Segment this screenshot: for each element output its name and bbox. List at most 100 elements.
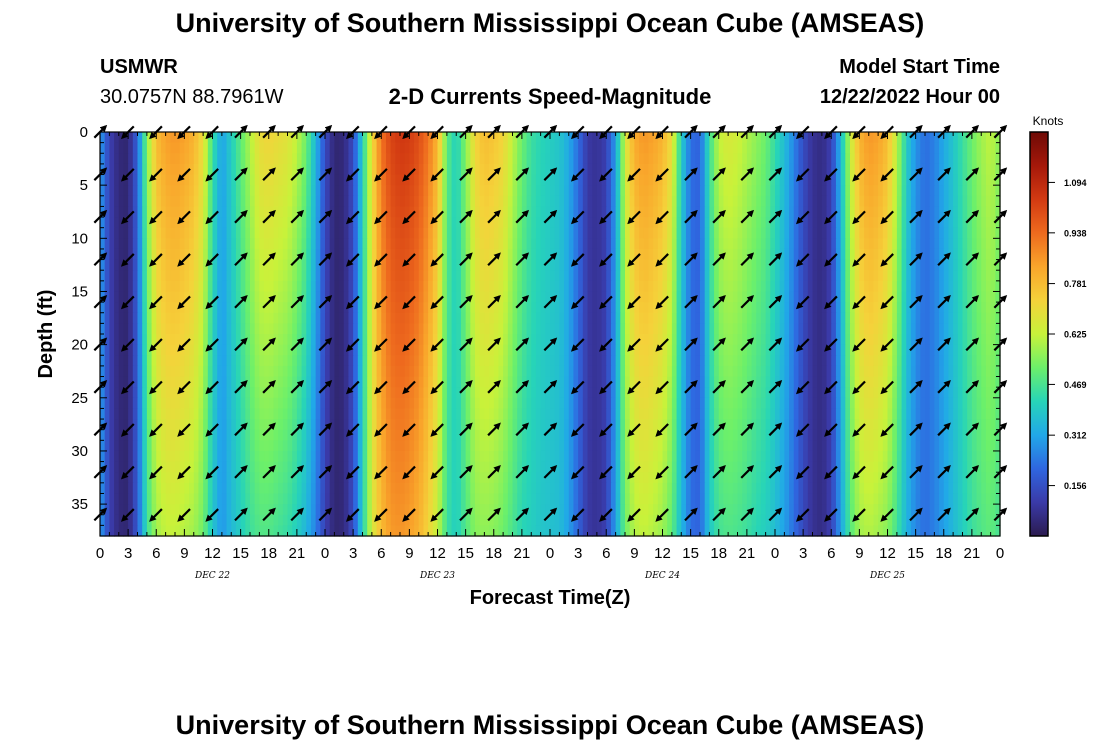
heatmap-cell [357,206,364,218]
heatmap-cell [259,248,265,261]
heatmap-cell [132,312,139,324]
heatmap-cell [259,132,265,144]
heatmap-cell [685,376,692,388]
heatmap-cell [676,376,682,388]
heatmap-cell [742,291,748,303]
heatmap-cell [592,217,598,229]
heatmap-cell [250,185,256,197]
heatmap-cell [282,387,289,399]
heatmap-cell [212,365,218,378]
heatmap-cell [831,280,837,293]
heatmap-cell [301,185,307,197]
heatmap-cell [634,206,640,218]
heatmap-cell [362,195,368,208]
heatmap-cell [728,206,734,218]
heatmap-cell [456,195,462,208]
heatmap-cell [414,270,420,282]
heatmap-cell [789,291,795,303]
heatmap-cell [948,259,954,271]
heatmap-cell [484,195,490,208]
heatmap-cell [606,142,612,154]
heatmap-cell [845,217,851,229]
heatmap-cell [278,142,284,154]
heatmap-cell [667,397,673,410]
heatmap-cell [287,185,293,197]
heatmap-cell [287,174,293,186]
heatmap-cell [456,174,462,186]
heatmap-cell [643,365,650,378]
heatmap-cell [179,312,185,324]
heatmap-cell [714,142,720,154]
heatmap-cell [610,355,617,367]
heatmap-cell [531,142,537,154]
heatmap-cell [681,365,687,378]
heatmap-cell [596,397,603,410]
heatmap-cell [235,142,242,154]
heatmap-cell [165,248,171,261]
heatmap-cell [142,238,148,250]
heatmap-cell [292,132,298,144]
heatmap-cell [896,291,903,303]
heatmap-cell [264,217,270,229]
heatmap-cell [203,185,209,197]
heatmap-cell [395,323,401,335]
heatmap-cell [526,163,532,176]
heatmap-cell [451,387,457,399]
heatmap-cell [592,270,598,282]
heatmap-cell [535,312,542,324]
heatmap-cell [390,206,396,218]
heatmap-cell [385,291,392,303]
heatmap-cell [620,195,626,208]
heatmap-cell [803,195,809,208]
heatmap-cell [765,238,771,250]
heatmap-cell [910,302,917,314]
heatmap-cell [118,270,125,282]
heatmap-cell [118,323,125,335]
heatmap-cell [578,206,584,218]
heatmap-cell [901,174,907,186]
heatmap-cell [817,248,823,261]
heatmap-cell [390,355,396,367]
heatmap-cell [554,280,560,293]
heatmap-cell [170,302,176,314]
heatmap-cell [442,259,448,271]
heatmap-cell [657,238,664,250]
heatmap-cell [184,302,190,314]
heatmap-cell [742,344,748,356]
heatmap-cell [840,227,846,239]
heatmap-cell [573,238,579,250]
heatmap-cell [404,376,410,388]
heatmap-cell [882,355,889,367]
heatmap-cell [282,195,289,208]
heatmap-cell [643,174,650,186]
heatmap-cell [559,355,565,367]
heatmap-cell [226,132,232,144]
heatmap-cell [873,291,879,303]
heatmap-cell [404,397,410,410]
heatmap-cell [610,334,617,346]
heatmap-cell [826,195,832,208]
heatmap-cell [840,132,846,144]
heatmap-cell [667,153,673,165]
heatmap-cell [160,270,167,282]
heatmap-cell [221,174,228,186]
heatmap-cell [545,142,551,154]
heatmap-cell [503,142,509,154]
heatmap-cell [268,365,275,378]
heatmap-cell [203,206,209,218]
heatmap-cell [793,397,800,410]
heatmap-cell [568,195,575,208]
heatmap-cell [704,174,710,186]
heatmap-cell [198,163,204,176]
heatmap-cell [526,302,532,314]
heatmap-cell [385,270,392,282]
heatmap-cell [109,206,115,218]
heatmap-cell [662,174,668,186]
heatmap-cell [573,365,579,378]
heatmap-cell [470,142,476,154]
heatmap-cell [535,376,542,388]
heatmap-cell [320,280,326,293]
heatmap-cell [690,397,696,410]
heatmap-cell [756,302,762,314]
heatmap-cell [554,238,560,250]
